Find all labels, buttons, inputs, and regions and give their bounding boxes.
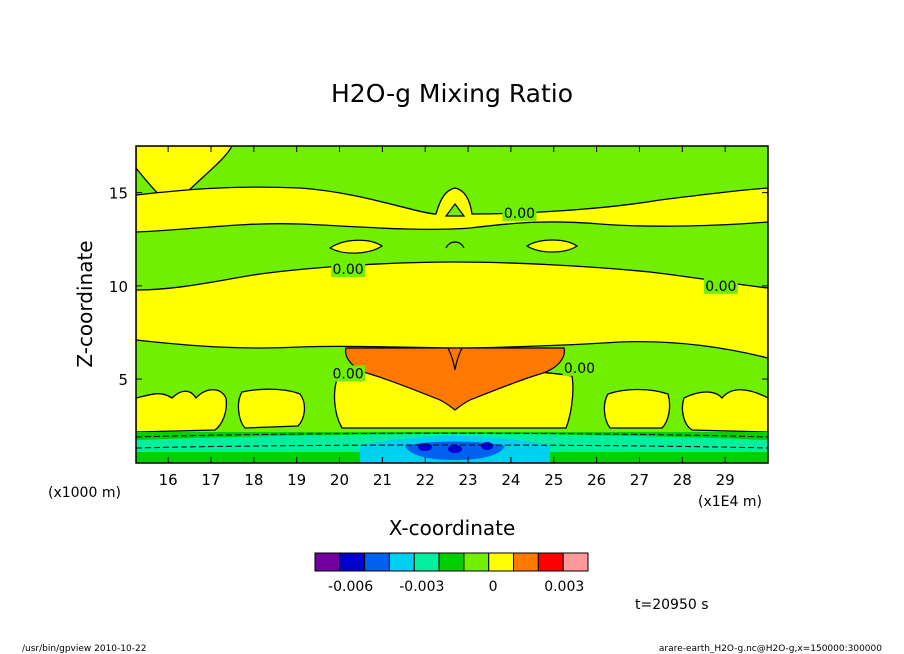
field-lower-yellow <box>136 389 228 433</box>
x-tick-label: 29 <box>716 471 735 489</box>
x-tick-label: 16 <box>159 471 178 489</box>
contour-label-bg <box>562 359 597 376</box>
x-axis-ticks: 16 17 18 19 20 21 22 23 24 25 26 27 28 29 <box>159 146 735 489</box>
y-tick-label: 5 <box>118 371 128 389</box>
plot-frame <box>135 145 769 464</box>
time-label: t=20950 s <box>635 597 709 613</box>
colorbar-swatch <box>413 552 440 572</box>
y-axis-ticks: 5 10 15 <box>109 185 768 389</box>
contour-labels: 0.00 0.00 0.00 0.00 0.00 <box>331 205 738 382</box>
contour-label: 0.00 <box>705 279 736 295</box>
x-tick-label: 26 <box>587 471 606 489</box>
chart-title: H2O-g Mixing Ratio <box>331 79 573 108</box>
x-tick-label: 20 <box>330 471 349 489</box>
footer-right: arare-earth_H2O-g.nc@H2O-g,x=150000:3000… <box>659 644 882 654</box>
colorbar-swatch <box>314 552 341 572</box>
x-unit-left: (x1000 m) <box>48 485 121 501</box>
x-tick-label: 25 <box>544 471 563 489</box>
x-tick-label: 19 <box>287 471 306 489</box>
field-lower-yellow <box>603 388 671 429</box>
colorbar-tick-label: 0.003 <box>544 579 584 595</box>
colorbar-tick-label: -0.003 <box>399 579 444 595</box>
contour-label-bg <box>703 277 738 294</box>
x-unit-right: (x1E4 m) <box>698 494 762 510</box>
colorbar-swatch <box>513 552 539 572</box>
x-tick-label: 24 <box>501 471 520 489</box>
x-tick-label: 18 <box>244 471 263 489</box>
contour-label-bg <box>502 205 537 222</box>
colorbar-swatch <box>339 552 366 572</box>
contour-label: 0.00 <box>504 206 535 222</box>
colorbar-swatch <box>537 552 564 572</box>
x-axis-label: X-coordinate <box>389 516 516 540</box>
field-orange-core <box>345 347 565 411</box>
contour-label: 0.00 <box>564 361 595 377</box>
colorbar-swatch <box>488 552 515 572</box>
colorbar-swatch <box>562 552 589 572</box>
contour-label: 0.00 <box>333 262 364 278</box>
colorbar-swatch <box>364 552 390 572</box>
field-lower-yellow <box>237 388 306 429</box>
x-tick-label: 27 <box>630 471 649 489</box>
contour-label: 0.00 <box>333 366 364 382</box>
y-tick-label: 15 <box>109 185 128 203</box>
contour-label-bg <box>331 365 366 382</box>
colorbar-swatch <box>438 552 465 572</box>
colorbar-swatch <box>463 552 490 572</box>
plot-area: 0.00 0.00 0.00 0.00 0.00 16 17 18 19 20 21 22 23 24 2… <box>109 145 769 489</box>
x-tick-label: 21 <box>373 471 392 489</box>
field-lower-yellow <box>681 389 768 433</box>
x-tick-label: 22 <box>416 471 435 489</box>
colorbar-tick-label: 0 <box>489 579 498 595</box>
x-tick-label: 23 <box>459 471 478 489</box>
colorbar <box>314 552 589 572</box>
contour-label-bg <box>331 261 366 278</box>
colorbar-swatch <box>388 552 415 572</box>
y-tick-label: 10 <box>109 278 128 296</box>
x-tick-label: 17 <box>201 471 220 489</box>
colorbar-tick-labels: -0.006 -0.003 0 0.003 <box>328 579 584 595</box>
y-axis-label: Z-coordinate <box>73 240 97 367</box>
colorbar-tick-label: -0.006 <box>328 579 373 595</box>
x-tick-label: 28 <box>673 471 692 489</box>
footer-left: /usr/bin/gpview 2010-10-22 <box>22 644 146 654</box>
